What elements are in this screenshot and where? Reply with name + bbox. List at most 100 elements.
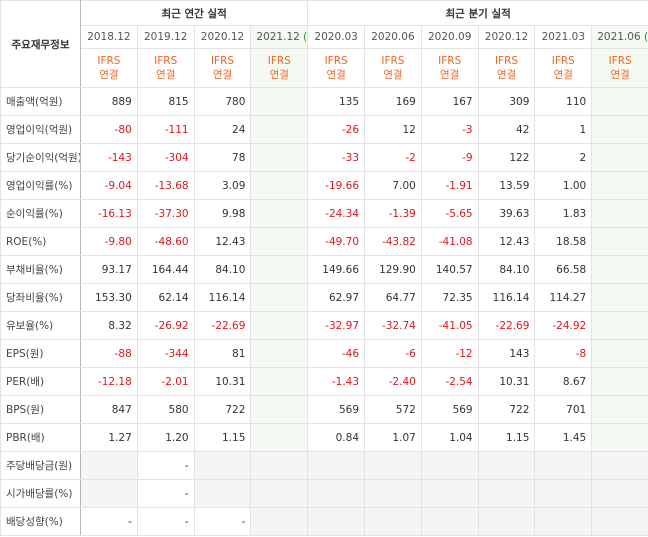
value-cell: 1.07	[364, 423, 422, 452]
value-cell: 72.35	[420, 283, 479, 312]
value-cell: 1.45	[534, 423, 593, 452]
value-cell: -2	[364, 143, 422, 172]
standard-header: IFRS 연결	[250, 48, 309, 88]
empty-cell	[477, 479, 536, 508]
basis: 연결	[553, 69, 573, 81]
basis: 연결	[383, 69, 403, 81]
value-cell: 114.27	[534, 283, 593, 312]
value-cell: -32.74	[364, 311, 422, 340]
empty-cell	[193, 479, 252, 508]
standard-header: IFRS 연결	[80, 48, 138, 88]
value-cell: -	[136, 507, 195, 536]
empty-cell	[250, 423, 309, 452]
empty-cell	[250, 199, 309, 228]
date-header: 2020.12	[477, 25, 536, 49]
value-cell: 780	[193, 87, 252, 116]
empty-cell	[591, 367, 648, 396]
data-row: ROE(%) -9.80 -48.60 12.43 -49.70 -43.82 -41.08…	[0, 227, 648, 256]
value-cell: 10.31	[477, 367, 536, 396]
date: 2021.06	[597, 31, 641, 43]
empty-cell	[477, 507, 536, 536]
value-cell: 10.31	[193, 367, 252, 396]
value-cell: -32.97	[307, 311, 366, 340]
value-cell: 116.14	[193, 283, 252, 312]
value-cell: -9.80	[80, 227, 138, 256]
row-label: EPS(원)	[0, 339, 81, 368]
date: 2020.03	[314, 31, 358, 43]
basis: 연결	[212, 69, 233, 81]
basis: 연결	[496, 69, 517, 81]
row-label: 주당배당금(원)	[0, 451, 81, 480]
value-cell: -46	[307, 339, 366, 368]
empty-cell	[193, 451, 252, 480]
value-cell: -24.92	[534, 311, 593, 340]
empty-cell	[250, 507, 309, 536]
value-cell: 1.15	[477, 423, 536, 452]
value-cell: -88	[80, 339, 138, 368]
standard-header: IFRS 연결	[364, 48, 422, 88]
value-cell: -41.08	[420, 227, 479, 256]
empty-cell	[534, 451, 593, 480]
header-row: 주요재무정보 최근 연간 실적 최근 분기 실적	[0, 0, 648, 88]
value-cell: -1.43	[307, 367, 366, 396]
value-cell: -1.91	[420, 171, 479, 200]
empty-cell	[420, 479, 479, 508]
value-cell: 2	[534, 143, 593, 172]
date-header: 2021.03	[534, 25, 593, 49]
empty-cell	[591, 87, 648, 116]
basis: 연결	[326, 69, 346, 81]
value-cell: 84.10	[193, 255, 252, 284]
empty-cell	[250, 255, 309, 284]
empty-cell	[591, 507, 648, 536]
date-header: 2020.12	[193, 25, 252, 49]
data-row: 매출액(억원) 889 815 780 135 169 167 309 110	[0, 87, 648, 116]
header-row: 2018.12 2019.12 2020.12 2021.12 (E) 2020.03 2…	[1, 25, 648, 49]
value-cell: -	[193, 507, 252, 536]
value-cell: 847	[80, 395, 138, 424]
value-cell: 889	[80, 87, 138, 116]
empty-cell	[591, 227, 648, 256]
basis: 연결	[99, 69, 119, 81]
empty-cell	[307, 507, 366, 536]
standard-header: IFRS 연결	[307, 48, 366, 88]
value-cell: -2.54	[420, 367, 479, 396]
data-row: EPS(원) -88 -344 81 -46 -6 -12 143 -8	[0, 339, 648, 368]
empty-cell	[534, 479, 593, 508]
empty-cell	[250, 451, 309, 480]
empty-cell	[250, 339, 309, 368]
empty-cell	[250, 227, 309, 256]
value-cell: 12.43	[193, 227, 252, 256]
value-cell: 1.27	[80, 423, 138, 452]
value-cell: -26	[307, 115, 366, 144]
value-cell: 153.30	[80, 283, 138, 312]
standard: IFRS	[551, 55, 575, 67]
header-row: IFRS 연결 IFRS 연결 IFRS 연결 IFRS 연결 IFRS 연결 IFRS 연결 IFRS…	[1, 48, 648, 88]
value-cell: 64.77	[364, 283, 422, 312]
empty-cell	[591, 115, 648, 144]
empty-cell	[307, 479, 366, 508]
date: 2018.12	[87, 31, 131, 43]
basis: 연결	[610, 69, 630, 81]
date: 2019.12	[143, 31, 188, 43]
value-cell: 164.44	[136, 255, 195, 284]
value-cell: 722	[193, 395, 252, 424]
value-cell: 62.97	[307, 283, 366, 312]
empty-cell	[591, 339, 648, 368]
date: 2020.12	[200, 31, 245, 43]
value-cell: -41.05	[420, 311, 479, 340]
value-cell: 1.00	[534, 171, 593, 200]
value-cell: -111	[136, 115, 195, 144]
date: 2021.12	[256, 31, 300, 43]
value-cell: -	[136, 451, 195, 480]
value-cell: -9.04	[80, 171, 138, 200]
standard-header: IFRS 연결	[534, 48, 593, 88]
empty-cell	[591, 143, 648, 172]
estimate-mark: (E)	[643, 31, 648, 43]
value-cell: -8	[534, 339, 593, 368]
standard-header: IFRS 연결	[193, 48, 252, 88]
value-cell: 110	[534, 87, 593, 116]
value-cell: -19.66	[307, 171, 366, 200]
empty-cell	[591, 423, 648, 452]
estimate-mark: (E)	[303, 31, 308, 43]
value-cell: -143	[80, 143, 138, 172]
